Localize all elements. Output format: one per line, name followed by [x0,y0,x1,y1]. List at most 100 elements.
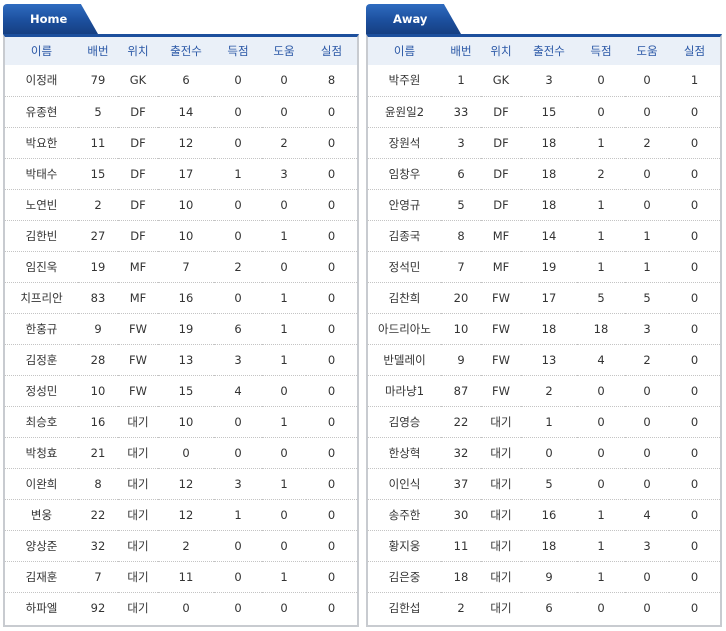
table-row[interactable]: 김정훈 28 FW 13 3 1 0 [5,344,357,375]
player-assists: 0 [643,73,651,88]
player-assists: 0 [280,538,288,553]
player-assists: 0 [643,569,651,584]
player-name[interactable]: 치프리안 [20,290,63,305]
table-row[interactable]: 송주한 30 대기 16 1 4 0 [368,499,720,530]
table-row[interactable]: 황지웅 11 대기 18 1 3 0 [368,530,720,561]
player-name[interactable]: 임창우 [388,166,421,181]
player-appearances: 0 [545,445,553,460]
table-row[interactable]: 김재훈 7 대기 11 0 1 0 [5,561,357,592]
table-row[interactable]: 마라냥1 87 FW 2 0 0 0 [368,375,720,406]
player-assists: 1 [280,414,288,429]
header-assists: 도움 [273,44,295,58]
table-row[interactable]: 하파엘 92 대기 0 0 0 0 [5,592,357,623]
player-name[interactable]: 한상혁 [388,445,421,460]
away-tab[interactable]: Away [366,4,461,34]
player-name[interactable]: 박요한 [25,135,58,150]
player-name[interactable]: 김찬희 [388,290,421,305]
player-name[interactable]: 김은중 [388,569,421,584]
table-row[interactable]: 한상혁 32 대기 0 0 0 0 [368,437,720,468]
player-name[interactable]: 김종국 [388,228,421,243]
table-row[interactable]: 장원석 3 DF 18 1 2 0 [368,127,720,158]
table-row[interactable]: 정석민 7 MF 19 1 1 0 [368,251,720,282]
player-name[interactable]: 이정래 [25,73,58,88]
player-assists: 0 [280,197,288,212]
player-assists: 1 [643,259,651,274]
player-conceded: 0 [327,538,336,553]
player-name[interactable]: 황지웅 [388,538,421,553]
player-name[interactable]: 하파엘 [25,600,58,615]
table-row[interactable]: 김찬희 20 FW 17 5 5 0 [368,282,720,313]
table-row[interactable]: 이완희 8 대기 12 3 1 0 [5,468,357,499]
table-row[interactable]: 유종현 5 DF 14 0 0 0 [5,96,357,127]
player-name[interactable]: 송주한 [388,507,421,522]
table-row[interactable]: 박요한 11 DF 12 0 2 0 [5,127,357,158]
player-assists: 0 [643,104,651,119]
table-row[interactable]: 임창우 6 DF 18 2 0 0 [368,158,720,189]
player-position: GK [492,73,510,88]
table-row[interactable]: 한홍규 9 FW 19 6 1 0 [5,313,357,344]
table-row[interactable]: 김은중 18 대기 9 1 0 0 [368,561,720,592]
away-player-rows: 박주원 1 GK 3 0 0 1 윤원일2 33 DF 15 0 0 0 장원석 3 DF 18 1 2 0 임창우 6 DF… [368,65,720,623]
table-row[interactable]: 반델레이 9 FW 13 4 2 0 [368,344,720,375]
player-assists: 1 [280,290,288,305]
player-name[interactable]: 안영규 [388,197,421,212]
player-name[interactable]: 최승호 [25,414,58,429]
player-name[interactable]: 윤원일2 [384,104,425,119]
player-appearances: 15 [541,104,557,119]
table-row[interactable]: 김한빈 27 DF 10 0 1 0 [5,220,357,251]
player-conceded: 0 [327,569,336,584]
player-conceded: 0 [327,445,336,460]
player-name[interactable]: 이완희 [25,476,58,491]
table-row[interactable]: 정성민 10 FW 15 4 0 0 [5,375,357,406]
table-row[interactable]: 양상준 32 대기 2 0 0 0 [5,530,357,561]
player-assists: 1 [280,321,288,336]
table-row[interactable]: 윤원일2 33 DF 15 0 0 0 [368,96,720,127]
player-name[interactable]: 정성민 [25,383,58,398]
player-name[interactable]: 유종현 [25,104,58,119]
player-assists: 2 [280,135,288,150]
player-name[interactable]: 임진욱 [25,259,58,274]
table-row[interactable]: 김종국 8 MF 14 1 1 0 [368,220,720,251]
player-appearances: 7 [182,259,190,274]
table-row[interactable]: 안영규 5 DF 18 1 0 0 [368,189,720,220]
table-row[interactable]: 아드리아노 10 FW 18 18 3 0 [368,313,720,344]
player-assists: 0 [643,414,651,429]
player-position: 대기 [127,538,149,553]
player-name[interactable]: 박주원 [388,73,421,88]
player-name[interactable]: 김재훈 [25,569,58,584]
home-tab[interactable]: Home [3,4,98,34]
player-goals: 1 [597,569,605,584]
player-name[interactable]: 양상준 [25,538,58,553]
table-row[interactable]: 김한섭 2 대기 6 0 0 0 [368,592,720,623]
player-name[interactable]: 노연빈 [25,197,58,212]
player-name[interactable]: 아드리아노 [378,321,431,336]
table-row[interactable]: 변웅 22 대기 12 1 0 0 [5,499,357,530]
table-row[interactable]: 박주원 1 GK 3 0 0 1 [368,65,720,96]
player-name[interactable]: 한홍규 [25,321,58,336]
table-row[interactable]: 이정래 79 GK 6 0 0 8 [5,65,357,96]
player-name[interactable]: 박태수 [25,166,58,181]
player-number: 33 [453,104,469,119]
player-name[interactable]: 정석민 [388,259,421,274]
player-number: 3 [457,135,465,150]
table-row[interactable]: 노연빈 2 DF 10 0 0 0 [5,189,357,220]
table-row[interactable]: 김영승 22 대기 1 0 0 0 [368,406,720,437]
player-name[interactable]: 이인식 [388,476,421,491]
table-row[interactable]: 임진욱 19 MF 7 2 0 0 [5,251,357,282]
player-name[interactable]: 변웅 [30,507,53,522]
player-name[interactable]: 김영승 [388,414,421,429]
table-row[interactable]: 박태수 15 DF 17 1 3 0 [5,158,357,189]
player-name[interactable]: 장원석 [388,135,421,150]
table-row[interactable]: 박청효 21 대기 0 0 0 0 [5,437,357,468]
player-name[interactable]: 김정훈 [25,352,58,367]
table-row[interactable]: 치프리안 83 MF 16 0 1 0 [5,282,357,313]
home-lineup-table: 이름 배번 위치 출전수 득점 도움 실점 이정래 79 GK 6 0 0 8 유종현 5 DF 1… [5,37,357,623]
player-name[interactable]: 김한섭 [388,600,421,615]
table-row[interactable]: 최승호 16 대기 10 0 1 0 [5,406,357,437]
player-assists: 0 [280,259,288,274]
player-name[interactable]: 반델레이 [383,352,426,367]
table-row[interactable]: 이인식 37 대기 5 0 0 0 [368,468,720,499]
player-name[interactable]: 박청효 [25,445,58,460]
player-name[interactable]: 김한빈 [25,228,58,243]
player-name[interactable]: 마라냥1 [384,383,425,398]
